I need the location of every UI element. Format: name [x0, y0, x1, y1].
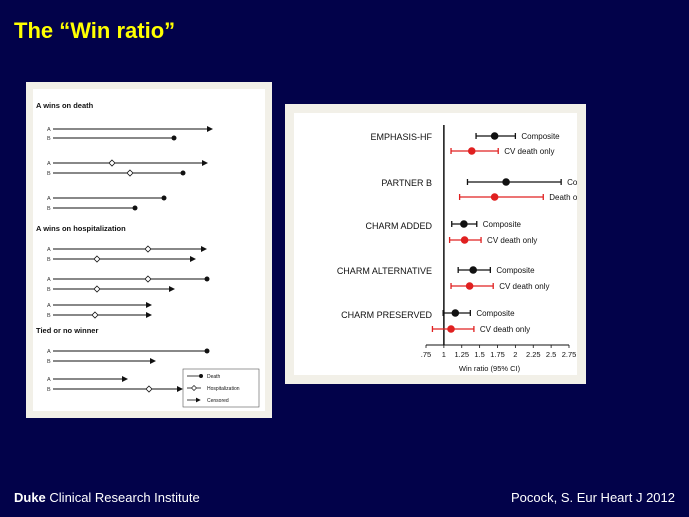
point-estimate: [460, 236, 469, 244]
row-label-a: A: [47, 127, 51, 133]
hospitalization-marker: [91, 311, 99, 319]
row-label: CV death only: [499, 282, 549, 291]
death-marker: [204, 276, 210, 282]
point-estimate: [490, 193, 499, 201]
pair-5: A B: [47, 275, 210, 293]
legend-hospitalization-label: Hospitalization: [207, 386, 240, 392]
row-label-a: A: [47, 247, 51, 253]
legend-hospitalization-marker: [191, 385, 197, 391]
point-estimate: [460, 220, 468, 228]
point-estimate: [447, 325, 455, 333]
pair-1: A B: [47, 126, 213, 142]
trial-name: CHARM PRESERVED: [341, 310, 432, 320]
point-estimate: [465, 282, 474, 290]
row-label: Composite: [496, 266, 535, 275]
hospitalization-marker: [93, 255, 101, 263]
row-label-b: B: [47, 257, 51, 263]
hospitalization-marker: [144, 245, 152, 253]
row-label-b: B: [47, 313, 51, 319]
footer-org-bold: Duke: [14, 490, 46, 505]
pair-2: A B: [47, 159, 208, 177]
forest-plot: .75 1 1.25 1.5 1.75 2 2.25 2.5 2.75 Win ratio (95…: [294, 113, 606, 375]
point-estimate: [451, 309, 460, 317]
row-label-b: B: [47, 206, 51, 212]
point-estimate: [490, 132, 499, 140]
x-tick-label: 1.25: [454, 350, 469, 359]
hospitalization-marker: [108, 159, 116, 167]
forest-plot-svg: .75 1 1.25 1.5 1.75 2 2.25 2.5 2.75 Win ratio (95…: [337, 125, 606, 373]
pair-4: A B: [47, 245, 207, 263]
legend-censored-label: Censored: [207, 398, 229, 404]
trial-name: EMPHASIS-HF: [370, 132, 432, 142]
pair-7: A B: [47, 348, 210, 365]
death-marker: [171, 135, 177, 141]
row-label-a: A: [47, 277, 51, 283]
row-label: Composite: [476, 309, 515, 318]
section-title: A wins on hospitalization: [36, 224, 126, 233]
death-marker: [161, 195, 167, 201]
row-label-b: B: [47, 136, 51, 142]
row-label-a: A: [47, 377, 51, 383]
pair-6: A B: [47, 302, 152, 319]
slide-title: The “Win ratio”: [14, 18, 176, 43]
forest-plot-panel: .75 1 1.25 1.5 1.75 2 2.25 2.5 2.75 Win ratio (95…: [285, 104, 606, 384]
hospitalization-marker: [145, 385, 153, 393]
x-tick-label: 2: [513, 350, 517, 359]
x-tick-label: 2.5: [546, 350, 556, 359]
x-tick-label: 1.75: [490, 350, 505, 359]
hospitalization-marker: [144, 275, 152, 283]
hospitalization-marker: [126, 169, 134, 177]
x-tick-label: .75: [421, 350, 431, 359]
row-label-b: B: [47, 359, 51, 365]
footer-citation: Pocock, S. Eur Heart J 2012: [510, 490, 675, 505]
win-ratio-schematic: A wins on death A wins on hospitalizatio…: [33, 89, 265, 411]
row-label: CV death only: [480, 325, 530, 334]
trial-name: CHARM ALTERNATIVE: [337, 266, 432, 276]
row-label-a: A: [47, 161, 51, 167]
row-label: CV death only: [487, 236, 537, 245]
row-label-a: A: [47, 196, 51, 202]
row-label: Death only: [549, 193, 577, 202]
x-axis-label: Win ratio (95% CI): [459, 364, 521, 373]
row-label: Composite: [521, 132, 560, 141]
hospitalization-marker: [93, 285, 101, 293]
death-marker: [180, 170, 186, 176]
row-label-a: A: [47, 303, 51, 309]
pair-3: A B: [47, 195, 167, 212]
schematic-svg: A wins on death A wins on hospitalizatio…: [36, 101, 260, 408]
row-label: Composite: [483, 220, 522, 229]
x-tick-label: 2.75: [562, 350, 577, 359]
x-tick-label: 1.5: [474, 350, 484, 359]
section-title: Tied or no winner: [36, 326, 98, 335]
legend-death-marker: [199, 374, 203, 378]
pair-8: A B: [47, 376, 183, 393]
win-ratio-schematic-panel: A wins on death A wins on hospitalizatio…: [26, 82, 272, 418]
row-label-a: A: [47, 349, 51, 355]
legend: Death Hospitalization Censored: [182, 368, 260, 408]
point-estimate: [467, 147, 476, 155]
point-estimate: [469, 266, 477, 274]
section-title: A wins on death: [36, 101, 94, 110]
footer-org-rest: Clinical Research Institute: [45, 490, 200, 505]
row-label-b: B: [47, 171, 51, 177]
legend-death-label: Death: [207, 374, 221, 380]
x-tick-label: 2.25: [526, 350, 541, 359]
footer-organization: Duke Clinical Research Institute: [14, 490, 200, 505]
row-label: Composite: [567, 178, 577, 187]
trial-name: PARTNER B: [381, 178, 432, 188]
death-marker: [204, 348, 210, 354]
row-label-b: B: [47, 287, 51, 293]
x-tick-label: 1: [442, 350, 446, 359]
row-label: CV death only: [504, 147, 554, 156]
trial-name: CHARM ADDED: [365, 221, 432, 231]
row-label-b: B: [47, 387, 51, 393]
death-marker: [132, 205, 138, 211]
point-estimate: [502, 178, 510, 186]
